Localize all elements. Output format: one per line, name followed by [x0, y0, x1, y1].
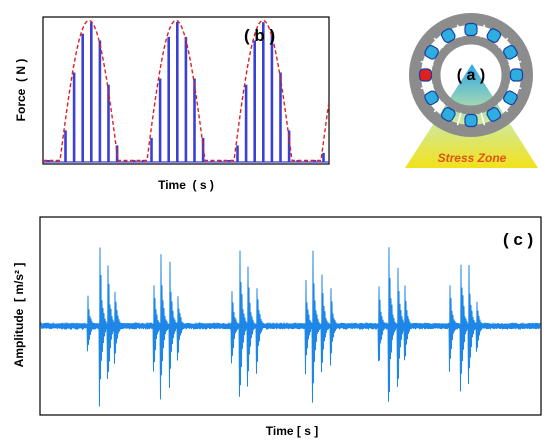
panel-c-frame — [39, 216, 542, 416]
force-bar — [236, 145, 239, 162]
panel-c-vibration-plot: ( c ) Time [ s ] Amplitude [ m/s² ] — [12, 216, 542, 438]
force-bar — [262, 22, 265, 163]
force-bar — [270, 33, 274, 163]
force-impulse-bars — [43, 22, 329, 163]
cage-tick — [456, 112, 462, 126]
force-bar — [141, 160, 145, 162]
roller — [418, 68, 433, 82]
force-bar — [176, 22, 179, 162]
panel-c-xlabel: Time [ s ] — [266, 424, 318, 438]
force-bar — [167, 36, 170, 162]
force-bar — [64, 130, 67, 162]
panel-b-ylabel: Force ( N ) — [14, 59, 28, 122]
force-bar — [47, 160, 50, 162]
roller — [464, 113, 478, 128]
force-bar — [133, 160, 136, 162]
bearing-outer-ring — [409, 13, 533, 137]
cage-tick — [480, 24, 486, 38]
cage-tick — [433, 102, 444, 113]
roller — [424, 90, 439, 106]
panel-c-tag: ( c ) — [503, 230, 533, 249]
force-envelope-curve — [43, 19, 329, 162]
roller — [486, 107, 502, 122]
roller — [464, 22, 478, 37]
cage-tick — [420, 60, 434, 66]
vibration-signal — [40, 247, 541, 407]
roller — [440, 107, 456, 122]
cage-tick — [498, 37, 509, 48]
force-bar — [90, 22, 93, 163]
cage-tick — [508, 60, 522, 66]
cage-tick — [433, 37, 444, 48]
force-bar — [193, 78, 196, 162]
cage-tick — [508, 84, 522, 90]
force-bar — [158, 78, 162, 162]
roller — [440, 28, 456, 43]
cage-tick — [480, 112, 486, 126]
force-bar — [279, 72, 282, 162]
panel-b-xlabel: Time ( s ) — [158, 178, 214, 192]
force-bar — [150, 137, 153, 162]
force-bar — [244, 84, 248, 162]
roller — [424, 44, 439, 60]
force-bar — [287, 130, 291, 162]
cage-tick — [420, 84, 434, 90]
cage-tick — [456, 24, 462, 38]
roller — [509, 68, 524, 82]
roller — [503, 44, 518, 60]
force-bar — [253, 40, 256, 162]
stress-zone-label: Stress Zone — [438, 151, 507, 165]
panel-c-ylabel: Amplitude [ m/s² ] — [12, 263, 26, 368]
force-bar — [107, 84, 110, 162]
panel-b-force-plot: ( b ) Time ( s ) Force ( N ) — [14, 16, 330, 192]
panel-a-tag: ( a ) — [457, 67, 485, 84]
force-bar — [184, 36, 188, 162]
force-bar — [313, 160, 317, 162]
panel-a-bearing-diagram: ( a ) Stress Zone — [405, 13, 538, 168]
cage-tick — [498, 102, 509, 113]
force-bar — [322, 152, 325, 162]
force-bar — [72, 72, 76, 162]
panel-b-tag: ( b ) — [244, 26, 275, 45]
roller — [486, 28, 502, 43]
force-bar — [98, 40, 102, 162]
force-bar — [81, 33, 84, 163]
bearing-inner-ring — [431, 35, 511, 115]
bearing-icon — [409, 13, 533, 137]
roller — [503, 90, 518, 106]
force-bar — [227, 160, 231, 162]
bearing-rollers — [418, 22, 524, 128]
